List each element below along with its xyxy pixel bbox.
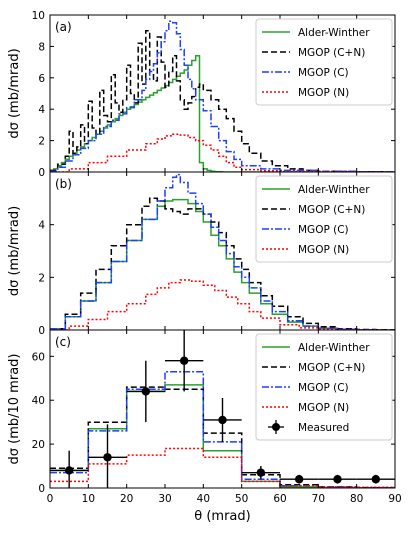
- x-tick-label: 20: [120, 493, 133, 505]
- axes-frame: [49, 329, 396, 489]
- legend-label: MGOP (C+N): [298, 47, 365, 59]
- legend-label: Alder-Winther: [298, 27, 370, 39]
- series-line-mgop-c: [50, 20, 395, 172]
- series-line-mgop-c-n: [50, 29, 395, 172]
- x-tick-label: 50: [235, 493, 248, 505]
- y-tick-label: 0: [38, 167, 45, 179]
- measured-point: [50, 450, 89, 488]
- y-axis-label: dσ (mb/mrad): [7, 206, 22, 296]
- plot-area: [50, 173, 395, 330]
- y-tick-label: 6: [38, 73, 45, 85]
- panel-c: 0 10 20 30 40 50 60 70 80 90 0 20 40 60 dσ (mb/10 mrad…: [7, 329, 402, 524]
- x-tick-label: 10: [82, 493, 95, 505]
- y-tick-label: 10: [32, 10, 45, 22]
- series-line-mgop-c: [50, 173, 395, 330]
- series-line-mgop-n: [50, 279, 395, 330]
- x-tick-label: 0: [47, 493, 54, 505]
- series-line-mgop-n: [50, 133, 395, 172]
- legend-label: MGOP (C): [298, 224, 349, 236]
- series-line-mgop-c-n: [50, 197, 395, 330]
- legend-box: [255, 18, 393, 106]
- y-axis-label: dσ (mb/10 mrad): [7, 354, 22, 465]
- measured-point: [88, 424, 127, 488]
- legend: Alder-Winther MGOP (C+N) MGOP (C) MGOP (N): [255, 18, 393, 106]
- legend-label: MGOP (C): [298, 67, 349, 79]
- panel-tag: (b): [55, 177, 72, 191]
- legend: Alder-Winther MGOP (C+N) MGOP (C) MGOP (N) M…: [255, 333, 393, 441]
- x-axis-label: θ (mrad): [194, 509, 250, 524]
- x-tick-label: 60: [273, 493, 286, 505]
- measured-point: [280, 474, 319, 484]
- x-tick-label: 30: [158, 493, 171, 505]
- legend-label: Measured: [298, 422, 349, 434]
- legend-marker-measured: [268, 420, 284, 434]
- legend-label: MGOP (C+N): [298, 204, 365, 216]
- legend-label: MGOP (C+N): [298, 362, 365, 374]
- x-tick-label: 40: [197, 493, 210, 505]
- measured-point: [318, 474, 357, 484]
- measured-point: [241, 466, 280, 480]
- y-axis-label: dσ (mb/mrad): [7, 48, 22, 138]
- x-tick-label: 80: [350, 493, 363, 505]
- y-tick-label: 2: [38, 272, 45, 284]
- x-tick-label: 70: [312, 493, 325, 505]
- y-tick-label: 0: [38, 325, 45, 337]
- plot-area: [50, 20, 395, 172]
- measured-point: [356, 474, 395, 484]
- y-tick-label: 0: [38, 483, 45, 495]
- y-tick-label: 20: [32, 439, 45, 451]
- y-tick-label: 8: [38, 41, 45, 53]
- measured-point: [203, 398, 242, 442]
- y-tick-label: 4: [38, 104, 45, 116]
- series-line-mgop-n: [50, 447, 395, 488]
- x-tick-label: 90: [388, 493, 401, 505]
- y-tick-label: 2: [38, 136, 45, 148]
- panel-b: 0 2 4 dσ (mb/mrad) (b) Alder-Winther MGOP (C+N…: [7, 171, 396, 337]
- legend-box: [255, 175, 393, 263]
- measured-point: [165, 330, 204, 392]
- legend-label: MGOP (C): [298, 382, 349, 394]
- y-tick-label: 60: [32, 351, 45, 363]
- legend-label: Alder-Winther: [298, 342, 370, 354]
- legend-label: MGOP (N): [298, 87, 349, 99]
- measured-point: [126, 360, 165, 423]
- legend: Alder-Winther MGOP (C+N) MGOP (C) MGOP (N): [255, 175, 393, 263]
- panel-tag: (a): [55, 20, 72, 34]
- panel-tag: (c): [55, 335, 71, 349]
- y-tick-label: 4: [38, 220, 45, 232]
- series-line-alder-winther: [50, 55, 395, 172]
- legend-box: [255, 333, 393, 441]
- panel-a: 0 2 4 6 8 10 dσ (mb/mrad) (a) Alder-Winther MGOP …: [7, 10, 396, 179]
- y-tick-label: 40: [32, 395, 45, 407]
- legend-label: MGOP (N): [298, 402, 349, 414]
- legend-label: Alder-Winther: [298, 184, 370, 196]
- legend-label: MGOP (N): [298, 244, 349, 256]
